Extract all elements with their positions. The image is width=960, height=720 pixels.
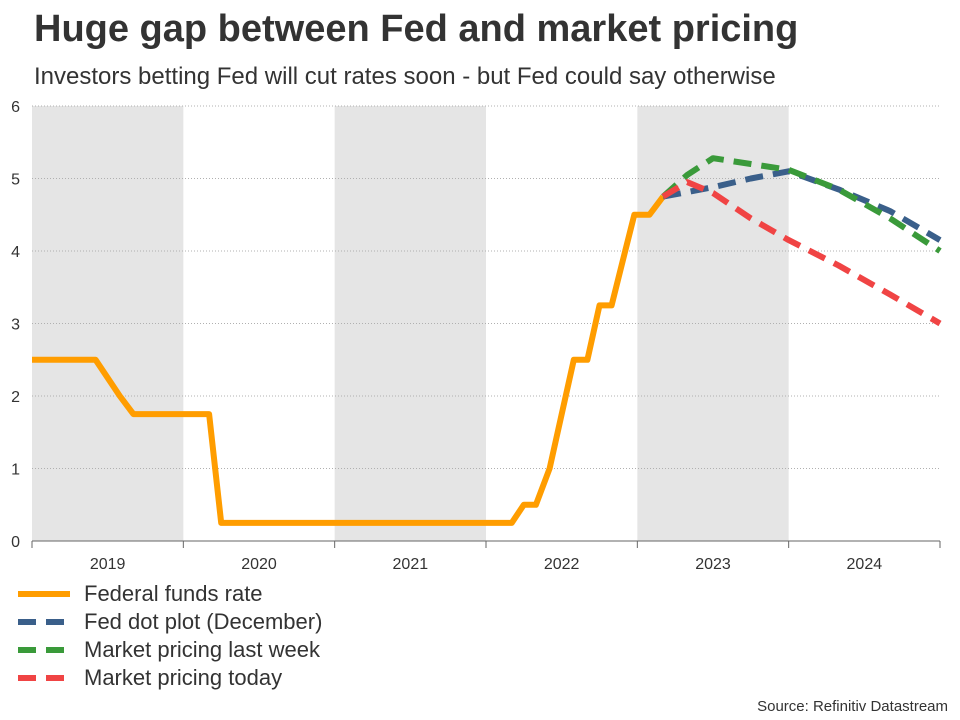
x-tick-label-2024: 2024 <box>847 556 883 573</box>
source-note: Source: Refinitiv Datastream <box>757 698 948 715</box>
x-tick-label-2023: 2023 <box>695 556 731 573</box>
chart-title: Huge gap between Fed and market pricing <box>34 8 799 50</box>
y-tick-label-0: 0 <box>11 534 20 551</box>
x-tick-label-2020: 2020 <box>241 556 277 573</box>
x-tick-label-2019: 2019 <box>90 556 126 573</box>
y-tick-label-5: 5 <box>11 172 20 189</box>
x-tick-label-2022: 2022 <box>544 556 580 573</box>
legend-item-federal-funds-rate: Federal funds rate <box>18 580 322 608</box>
chart-plot: 0 1 2 3 4 5 6 2019 2020 2021 2022 2023 2024 <box>11 99 942 573</box>
legend-item-fed-dot-plot: Fed dot plot (December) <box>18 608 322 636</box>
legend-label-federal-funds-rate: Federal funds rate <box>84 581 263 606</box>
chart-legend: Federal funds rate Fed dot plot (Decembe… <box>18 580 322 692</box>
legend-label-market-pricing-today: Market pricing today <box>84 665 283 690</box>
series-line-market-pricing-last-week <box>661 155 942 254</box>
legend-item-market-pricing-last-week: Market pricing last week <box>18 636 322 664</box>
legend-swatch-market-pricing-last-week <box>18 647 70 653</box>
y-tick-label-3: 3 <box>11 317 20 334</box>
legend-label-fed-dot-plot: Fed dot plot (December) <box>84 609 323 634</box>
series-line-market-pricing-today <box>661 179 942 327</box>
y-tick-label-4: 4 <box>11 244 20 261</box>
series-line-federal-funds-rate <box>32 194 666 526</box>
y-tick-label-1: 1 <box>11 462 20 479</box>
legend-swatch-market-pricing-today <box>18 675 70 681</box>
legend-swatch-fed-dot-plot <box>18 619 70 625</box>
chart-subtitle: Investors betting Fed will cut rates soo… <box>34 63 776 90</box>
legend-label-market-pricing-last-week: Market pricing last week <box>84 637 320 662</box>
y-tick-label-2: 2 <box>11 389 20 406</box>
y-tick-label-6: 6 <box>11 99 20 116</box>
x-tick-label-2021: 2021 <box>393 556 429 573</box>
legend-item-market-pricing-today: Market pricing today <box>18 664 322 692</box>
legend-swatch-federal-funds-rate <box>18 591 70 597</box>
